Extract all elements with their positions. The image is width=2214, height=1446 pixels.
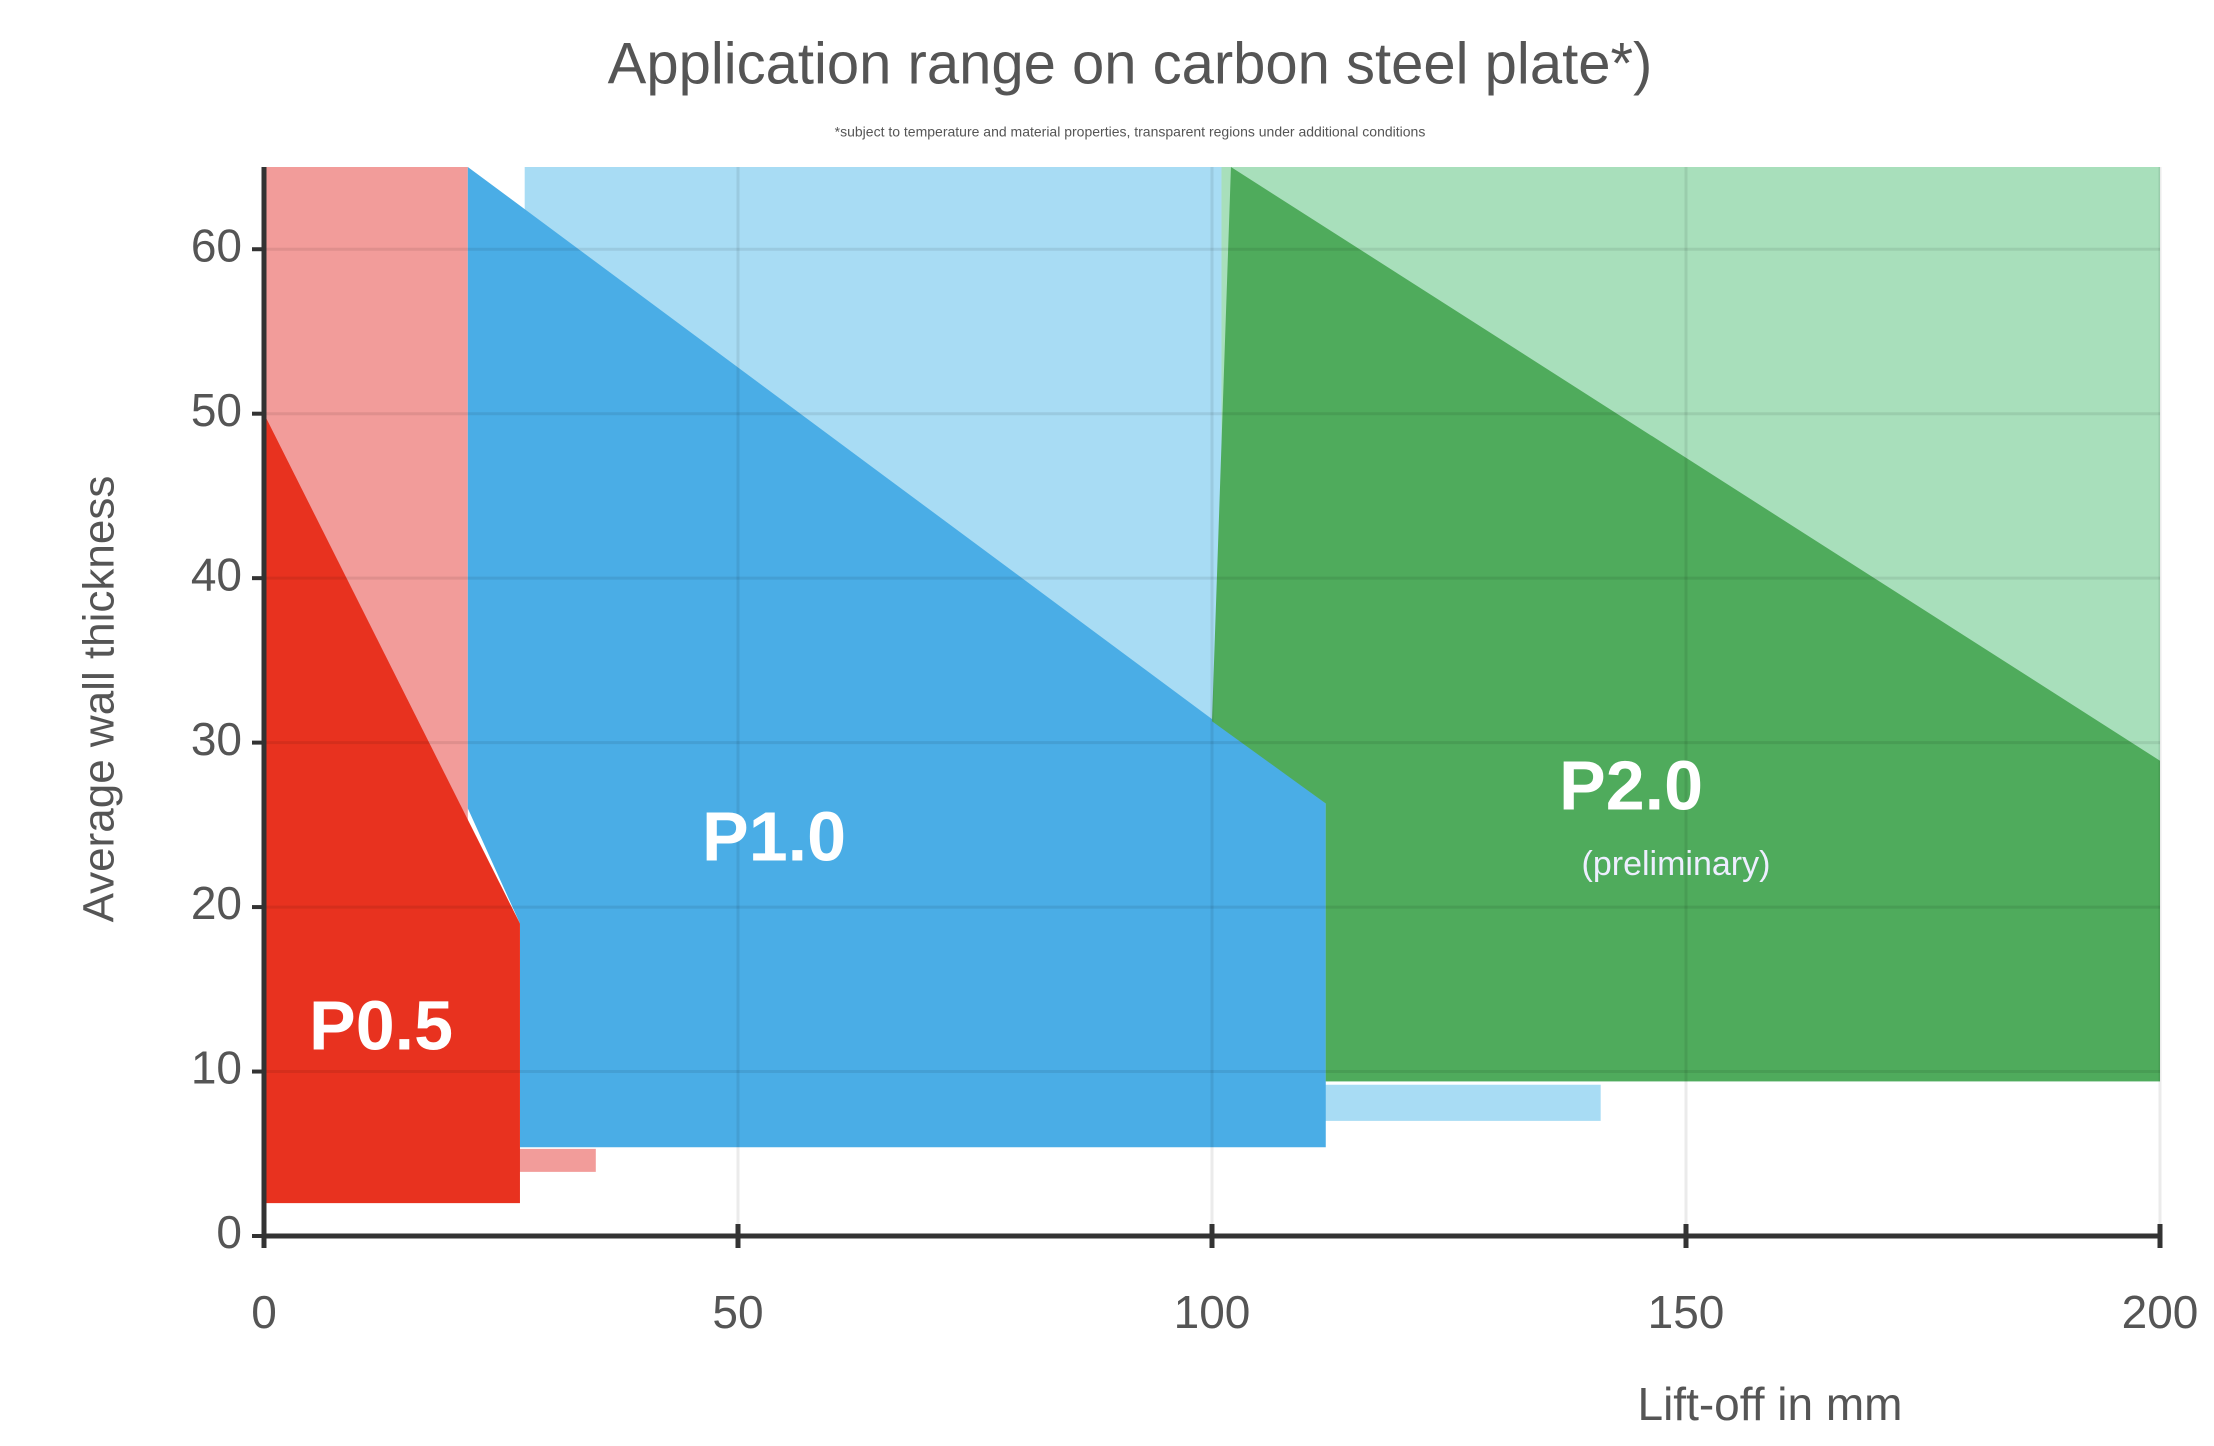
y-tick-label: 0 <box>216 1206 242 1258</box>
region <box>467 167 1326 1148</box>
region <box>264 413 520 1204</box>
region-label: P1.0 <box>702 797 846 875</box>
y-tick-label: 60 <box>191 219 242 271</box>
chart-subtitle: *subject to temperature and material pro… <box>835 124 1426 140</box>
x-tick-label: 0 <box>251 1286 277 1338</box>
y-tick-label: 40 <box>191 548 242 600</box>
region-label: P2.0 <box>1559 746 1703 824</box>
y-tick-label: 30 <box>191 713 242 765</box>
y-tick-label: 20 <box>191 877 242 929</box>
region-note: (preliminary) <box>1582 845 1771 883</box>
x-tick-label: 50 <box>712 1286 763 1338</box>
y-tick-label: 50 <box>191 384 242 436</box>
y-tick-label: 10 <box>191 1042 242 1094</box>
region <box>1212 167 2160 1082</box>
chart-title: Application range on carbon steel plate*… <box>608 31 1653 96</box>
x-tick-label: 100 <box>1174 1286 1251 1338</box>
y-axis-label: Average wall thickness <box>75 476 124 923</box>
x-tick-label: 150 <box>1648 1286 1725 1338</box>
x-tick-label: 200 <box>2122 1286 2199 1338</box>
region-label: P0.5 <box>309 986 453 1064</box>
x-axis-label: Lift-off in mm <box>1638 1378 1903 1430</box>
